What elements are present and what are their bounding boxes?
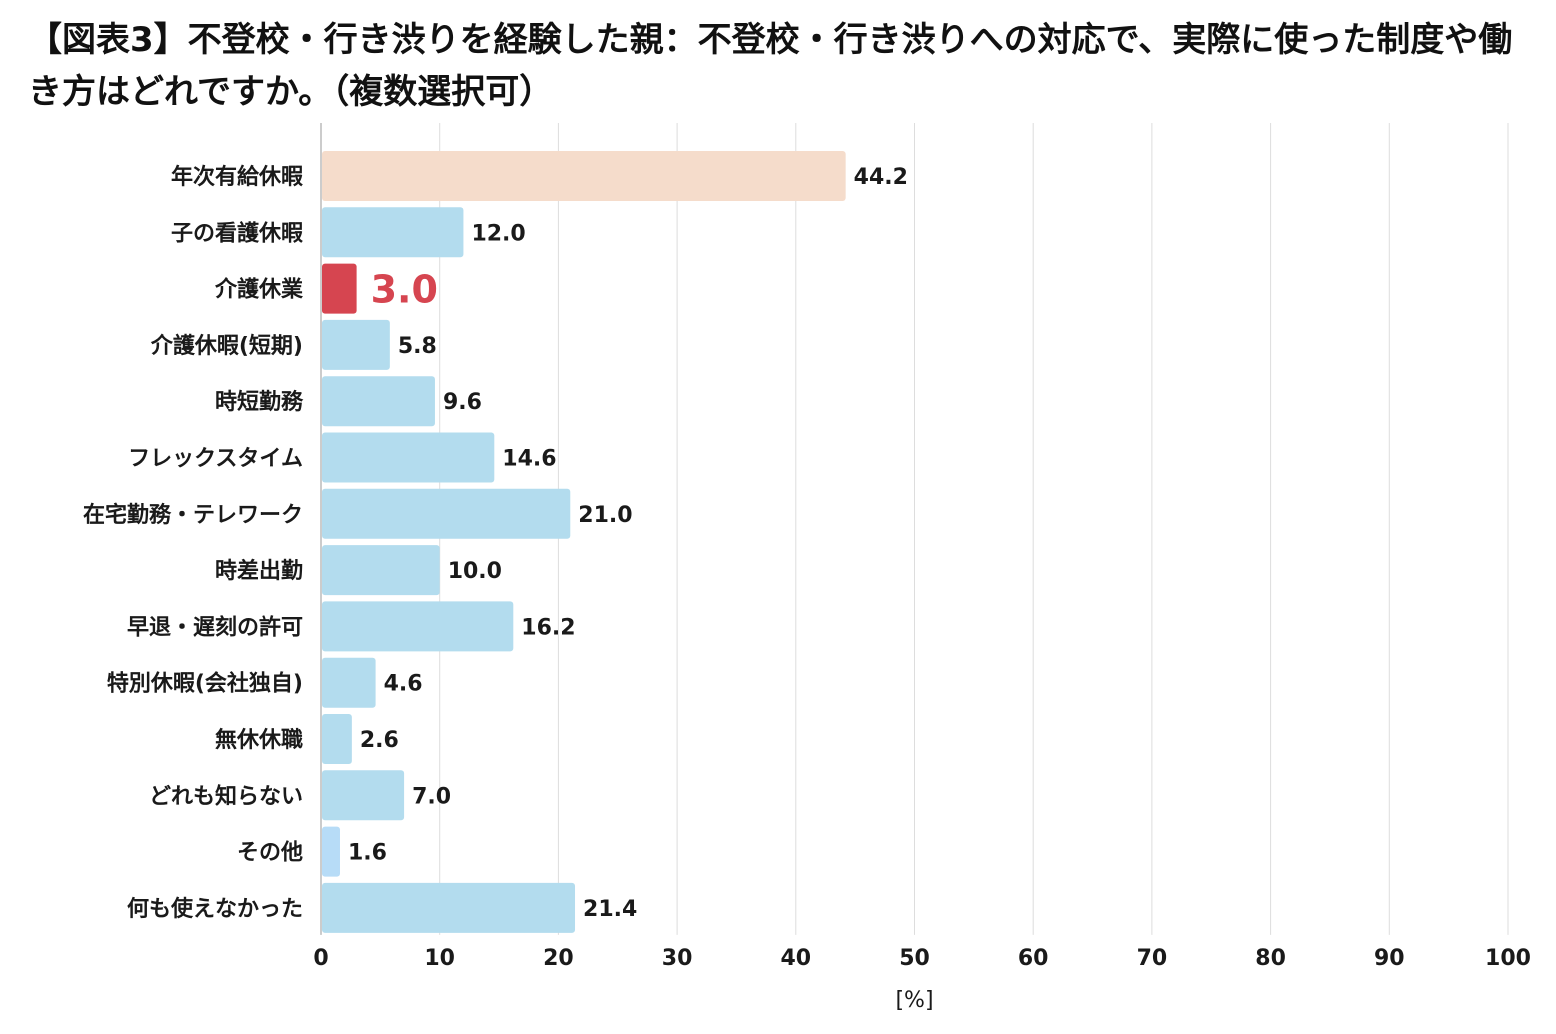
category-label: 早退・遅刻の許可 — [127, 614, 303, 640]
bar — [322, 376, 435, 427]
bar — [322, 601, 514, 652]
bar — [322, 714, 352, 764]
value-label: 7.0 — [412, 784, 451, 809]
x-tick-label: 40 — [780, 946, 811, 971]
value-label: 14.6 — [502, 447, 556, 472]
bar — [322, 882, 576, 933]
x-tick-label: 0 — [313, 946, 328, 971]
value-label: 4.6 — [384, 672, 423, 697]
value-label: 5.8 — [398, 334, 437, 359]
category-label: 年次有給休暇 — [171, 164, 303, 190]
bar — [322, 826, 340, 877]
category-label: 子の看護休暇 — [171, 220, 303, 246]
x-axis-ticks: 0 10 20 30 40 50 60 70 80 90 100 — [313, 946, 1531, 971]
bar — [322, 770, 405, 821]
value-labels: 44.2 12.0 3.0 5.8 9.6 14.6 21.0 10.0 16.2 4.6 2.6 7… — [348, 165, 908, 922]
category-label: 時差出勤 — [215, 558, 303, 584]
bar — [322, 488, 571, 539]
x-tick-label: 70 — [1137, 946, 1168, 971]
category-label: その他 — [237, 841, 303, 866]
x-tick-label: 50 — [899, 946, 930, 971]
bar — [322, 319, 390, 370]
chart-title: 【図表3】不登校・行き渋りを経験した親：不登校・行き渋りへの対応で、実際に使った… — [28, 20, 1513, 112]
bar-highlight — [322, 263, 357, 314]
bar — [322, 151, 846, 201]
x-tick-label: 80 — [1255, 946, 1286, 971]
bar — [322, 657, 376, 708]
bars — [322, 151, 846, 933]
x-tick-label: 20 — [543, 946, 574, 971]
value-label: 1.6 — [348, 841, 387, 866]
category-label: 在宅勤務・テレワーク — [83, 502, 303, 528]
category-label: どれも知らない — [149, 783, 303, 809]
value-label: 12.0 — [471, 221, 525, 246]
category-label: 時短勤務 — [215, 389, 304, 415]
category-label: 特別休暇(会社独自) — [107, 671, 303, 697]
x-tick-label: 60 — [1018, 946, 1049, 971]
value-label: 9.6 — [443, 390, 482, 415]
value-label: 21.0 — [578, 503, 632, 528]
category-label: 何も使えなかった — [127, 896, 303, 922]
category-label: 介護休業 — [214, 277, 304, 303]
bar — [322, 545, 440, 596]
x-tick-label: 10 — [424, 946, 455, 971]
value-label: 16.2 — [521, 615, 575, 640]
category-label: 無休休職 — [215, 727, 303, 753]
x-axis-label: [%] — [895, 988, 933, 1013]
category-label: フレックスタイム — [128, 447, 303, 472]
value-label-highlight: 3.0 — [371, 268, 438, 312]
gridlines — [320, 123, 1509, 935]
bar — [322, 432, 495, 483]
category-label: 介護休暇(短期) — [150, 333, 303, 359]
value-label: 44.2 — [854, 165, 908, 190]
x-tick-label: 100 — [1485, 946, 1531, 971]
value-label: 21.4 — [583, 897, 637, 922]
bar — [322, 207, 464, 258]
value-label: 2.6 — [360, 728, 399, 753]
x-tick-label: 30 — [662, 946, 693, 971]
x-tick-label: 90 — [1374, 946, 1405, 971]
value-label: 10.0 — [448, 559, 502, 584]
